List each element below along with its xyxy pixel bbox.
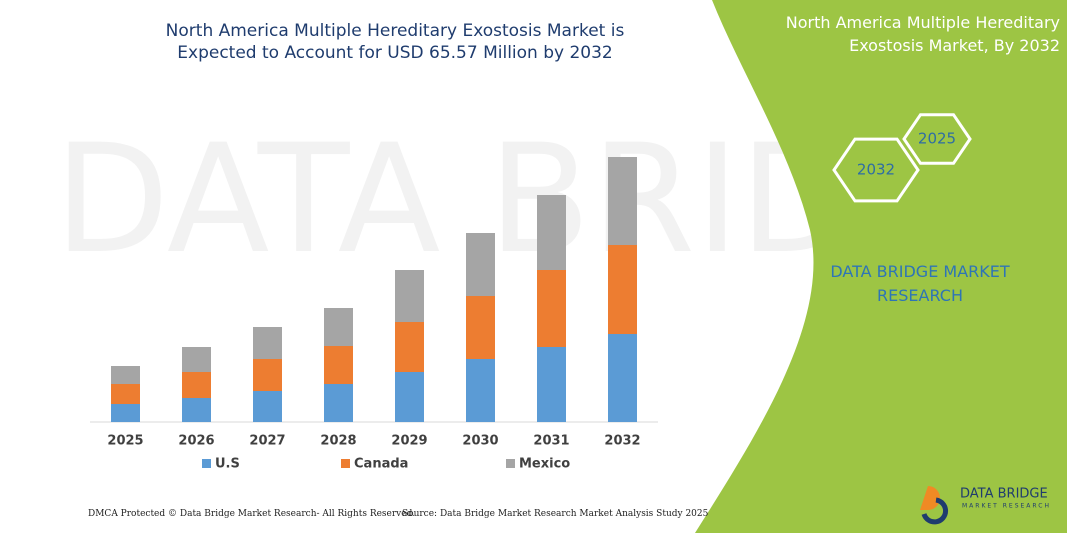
legend-swatch	[341, 459, 350, 468]
bar-segment	[608, 157, 637, 245]
bar-segment	[537, 347, 566, 422]
x-tick-label: 2031	[533, 434, 569, 449]
x-tick-label: 2026	[178, 434, 214, 449]
bar-segment	[537, 270, 566, 347]
bar-segment	[466, 359, 495, 422]
bar-segment	[537, 195, 566, 270]
legend-label: Canada	[354, 457, 408, 472]
logo-icon	[921, 497, 949, 525]
hexagon-label: 2032	[857, 161, 895, 179]
bar-segment	[608, 245, 637, 334]
bar-segment	[395, 322, 424, 372]
bar-segment	[253, 359, 282, 391]
bar-segment	[111, 366, 140, 384]
footer-right: Source: Data Bridge Market Research Mark…	[402, 509, 709, 519]
green-panel	[695, 0, 1067, 533]
bar-segment	[253, 327, 282, 359]
panel-title: North America Multiple Hereditary Exosto…	[785, 13, 1060, 55]
legend-swatch	[202, 459, 211, 468]
bar-segment	[182, 347, 211, 372]
brand: DATA BRIDGE MARKET RESEARCH	[830, 262, 1010, 305]
legend-swatch	[506, 459, 515, 468]
bar-segment	[324, 384, 353, 422]
logo-name: DATA BRIDGE	[960, 487, 1048, 502]
legend-label: U.S	[215, 457, 240, 472]
bar-segment	[182, 398, 211, 422]
logo-tagline: MARKET RESEARCH	[962, 503, 1051, 510]
hexagon-label: 2025	[918, 130, 956, 148]
x-tick-label: 2029	[391, 434, 427, 449]
x-tick-label: 2032	[604, 434, 640, 449]
bar-segment	[324, 308, 353, 346]
bar-segment	[395, 270, 424, 322]
x-tick-label: 2025	[107, 434, 143, 449]
bar-segment	[466, 233, 495, 296]
bar-segment	[253, 391, 282, 422]
bar-segment	[324, 346, 353, 384]
x-tick-label: 2030	[462, 434, 498, 449]
bar-segment	[608, 334, 637, 422]
bar-segment	[466, 296, 495, 359]
x-tick-label: 2028	[320, 434, 356, 449]
hexagon	[902, 113, 972, 165]
bar-segment	[395, 372, 424, 422]
footer-left: DMCA Protected © Data Bridge Market Rese…	[88, 509, 416, 519]
hexagon	[832, 137, 920, 203]
x-tick-label: 2027	[249, 434, 285, 449]
logo-icon	[920, 486, 940, 510]
bar-segment	[111, 404, 140, 422]
chart-title: North America Multiple Hereditary Exosto…	[165, 21, 625, 63]
legend-label: Mexico	[519, 457, 570, 472]
bar-segment	[182, 372, 211, 398]
bar-segment	[111, 384, 140, 404]
